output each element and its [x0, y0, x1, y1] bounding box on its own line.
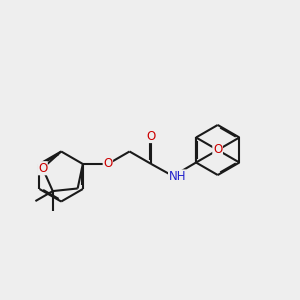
Text: O: O	[147, 130, 156, 142]
Text: O: O	[213, 143, 222, 157]
Text: O: O	[213, 143, 222, 157]
Text: O: O	[38, 162, 47, 175]
Text: NH: NH	[169, 170, 186, 183]
Text: O: O	[103, 158, 112, 170]
